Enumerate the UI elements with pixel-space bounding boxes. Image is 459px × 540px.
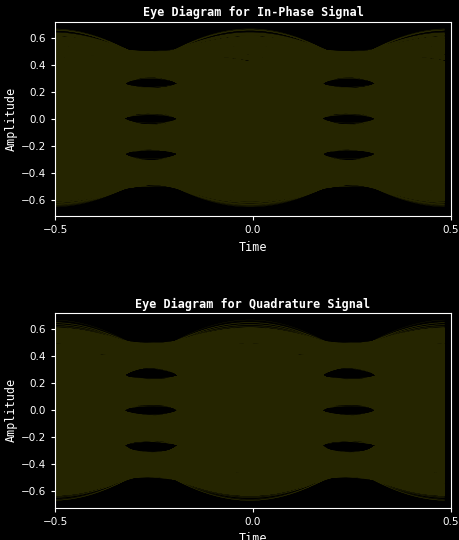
X-axis label: Time: Time: [238, 532, 267, 540]
X-axis label: Time: Time: [238, 241, 267, 254]
Y-axis label: Amplitude: Amplitude: [5, 87, 18, 151]
Title: Eye Diagram for In-Phase Signal: Eye Diagram for In-Phase Signal: [142, 6, 363, 19]
Y-axis label: Amplitude: Amplitude: [5, 379, 18, 442]
Title: Eye Diagram for Quadrature Signal: Eye Diagram for Quadrature Signal: [135, 298, 370, 310]
